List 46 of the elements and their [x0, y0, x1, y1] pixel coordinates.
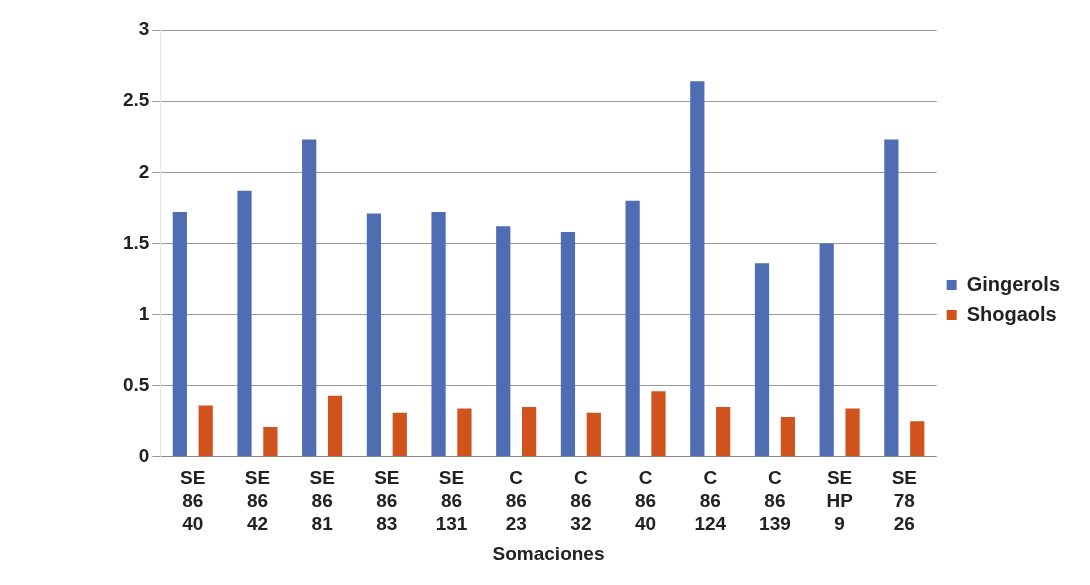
bar — [366, 213, 381, 457]
x-tick-label: SE 86 42 — [244, 467, 271, 535]
bar — [690, 81, 705, 457]
bar — [198, 405, 213, 457]
y-tick-label: 0 — [138, 445, 150, 467]
x-tick-label: SE HP 9 — [826, 467, 854, 535]
y-tick-label: 3 — [138, 18, 150, 40]
x-tick-label: SE 86 81 — [309, 467, 335, 535]
bar — [716, 407, 731, 457]
bar — [754, 263, 770, 457]
y-tick-label: 0.5 — [122, 373, 150, 395]
y-tick-label: 2.5 — [122, 89, 150, 111]
bar — [327, 395, 343, 457]
y-tick-label: 1 — [138, 302, 150, 324]
x-tick-label: SE 86 131 — [435, 467, 468, 535]
x-tick-label: SE 86 83 — [374, 467, 400, 535]
bar — [845, 408, 860, 457]
x-tick-label: C 86 32 — [570, 467, 592, 535]
bar — [625, 200, 640, 457]
bar — [560, 232, 576, 457]
bar — [172, 212, 187, 457]
y-tick-label: 1.5 — [122, 231, 150, 253]
x-axis-title: Somaciones — [492, 542, 605, 564]
x-tick-label: C 86 23 — [505, 467, 527, 535]
bar — [522, 407, 537, 457]
bar — [263, 426, 278, 457]
bar — [392, 412, 407, 457]
bar — [496, 226, 511, 457]
bar — [431, 212, 446, 457]
bar — [910, 421, 925, 457]
x-tick-label: C 86 40 — [634, 467, 657, 535]
legend-label: Gingerols — [966, 272, 1061, 295]
bar — [819, 243, 834, 457]
x-tick-label: C 86 124 — [694, 467, 727, 535]
bar — [651, 391, 666, 457]
bar — [302, 139, 317, 457]
legend-label: Shogaols — [966, 302, 1057, 325]
x-tick-label: C 86 139 — [759, 467, 791, 535]
bar — [780, 416, 795, 457]
bar — [237, 190, 252, 457]
bar — [457, 408, 472, 457]
x-tick-label: SE 86 40 — [180, 467, 206, 535]
y-tick-label: 2 — [138, 160, 150, 182]
bar — [884, 139, 899, 457]
bar — [586, 412, 601, 457]
x-tick-label: SE 78 26 — [891, 467, 917, 535]
